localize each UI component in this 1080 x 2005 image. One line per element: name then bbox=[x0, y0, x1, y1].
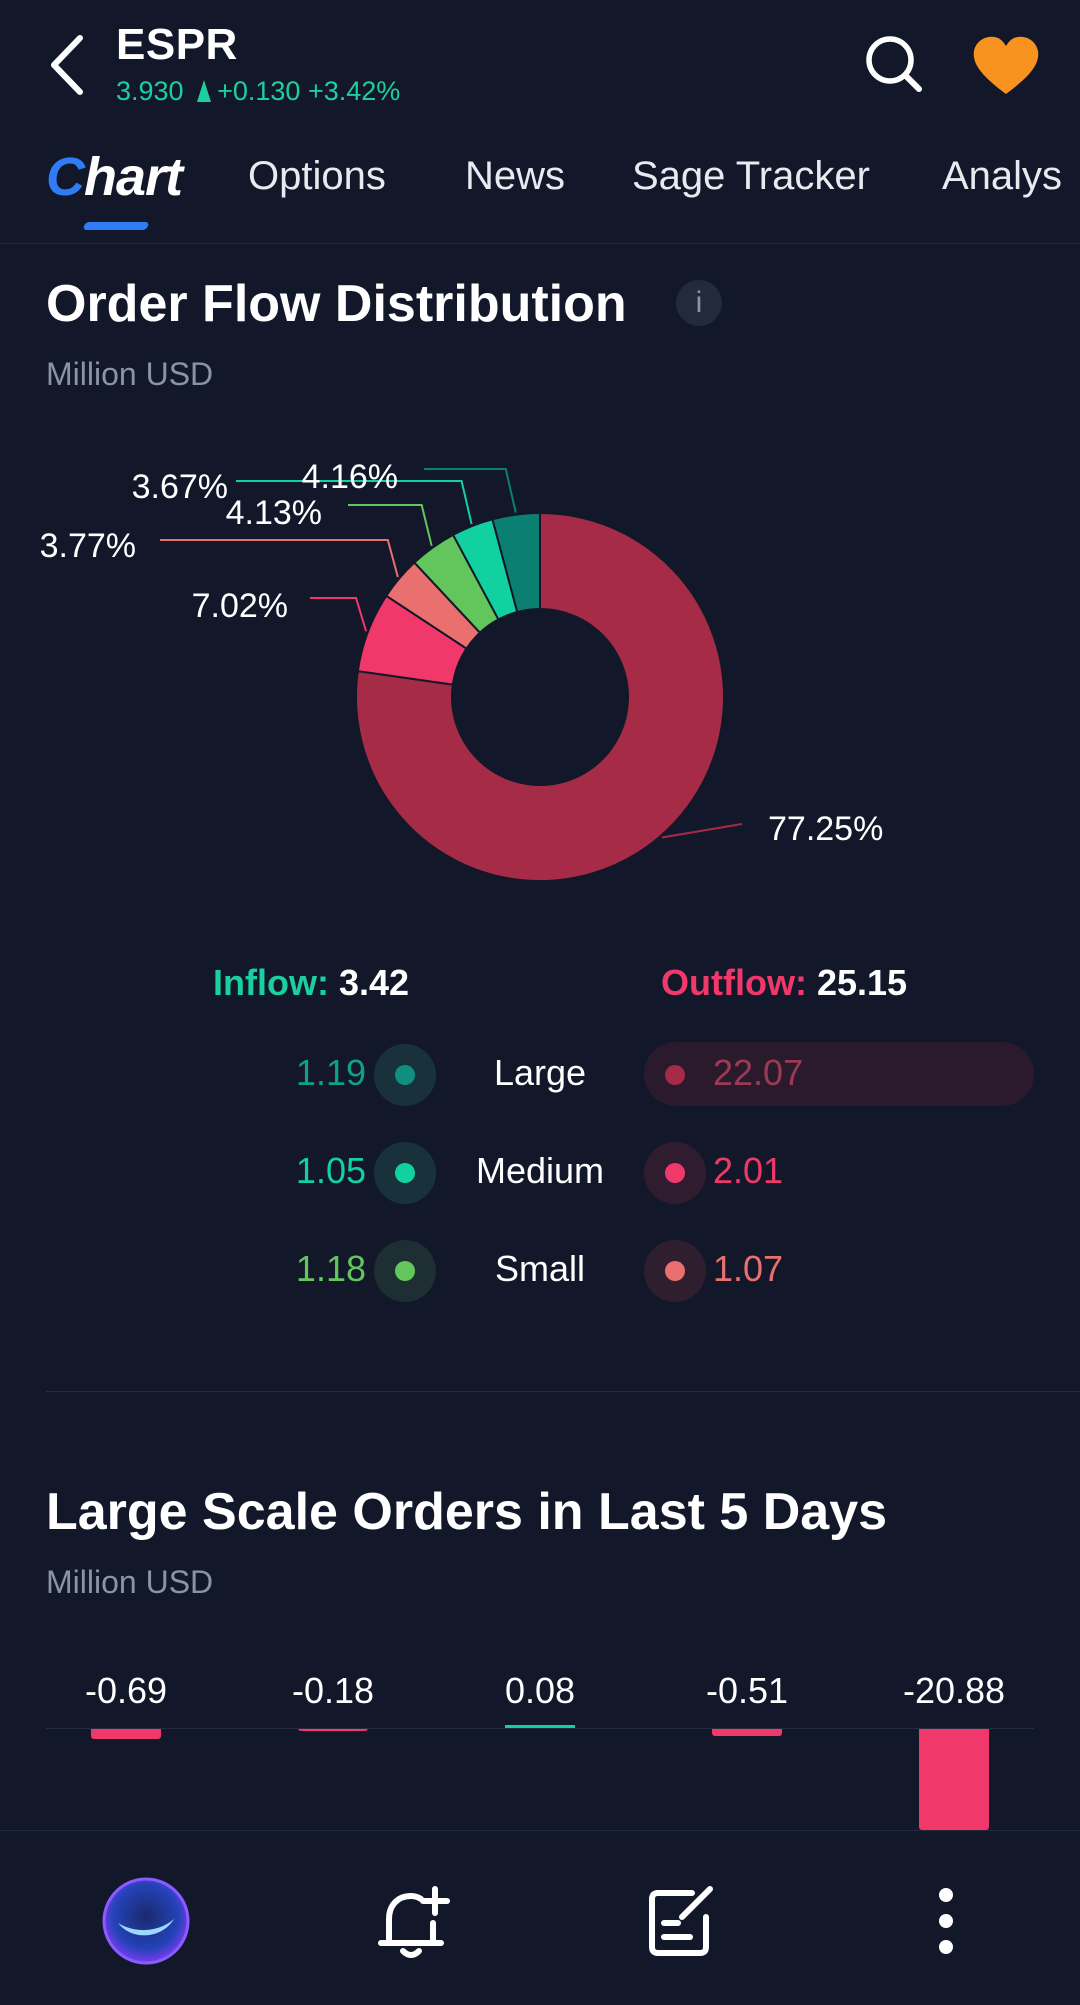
bar-value-label: 0.08 bbox=[504, 1670, 576, 1711]
donut-leader-line bbox=[424, 468, 517, 513]
tab-news[interactable]: News bbox=[465, 154, 566, 198]
medium-outflow-marker bbox=[665, 1163, 685, 1183]
bottom-navigation bbox=[0, 1830, 1080, 2005]
bar-value-label: -20.88 bbox=[902, 1670, 1006, 1711]
assistant-button[interactable] bbox=[96, 1871, 196, 1971]
inflow-total: Inflow: 3.42 bbox=[213, 962, 409, 1004]
assistant-orb-icon bbox=[102, 1877, 190, 1965]
back-button[interactable] bbox=[44, 30, 94, 100]
medium-inflow-dot bbox=[374, 1142, 436, 1204]
medium-label: Medium bbox=[475, 1150, 605, 1191]
donut-leader-line bbox=[236, 480, 473, 525]
donut-leader-line bbox=[348, 504, 433, 547]
outflow-total: Outflow: 25.15 bbox=[661, 962, 907, 1004]
large-label: Large bbox=[493, 1052, 587, 1093]
medium-outflow-dot bbox=[644, 1142, 706, 1204]
large-orders-subtitle: Million USD bbox=[46, 1564, 214, 1600]
more-button[interactable] bbox=[896, 1871, 996, 1971]
small-inflow-dot bbox=[374, 1240, 436, 1302]
favorite-button[interactable] bbox=[970, 34, 1042, 98]
price-change: +0.130 bbox=[217, 76, 301, 106]
donut-slice-label: 3.67% bbox=[132, 468, 228, 506]
medium-inflow-marker bbox=[395, 1163, 415, 1183]
donut-slice[interactable] bbox=[491, 511, 541, 614]
bar[interactable] bbox=[712, 1728, 782, 1737]
bar[interactable] bbox=[505, 1725, 575, 1728]
tab-chart-initial: C bbox=[46, 147, 85, 207]
inflow-value: 3.42 bbox=[338, 962, 410, 1003]
large-outflow-dot bbox=[644, 1044, 706, 1106]
notes-button[interactable] bbox=[630, 1871, 730, 1971]
small-outflow-marker bbox=[665, 1261, 685, 1281]
header: ESPR 3.930 +0.130 +3.42% bbox=[0, 0, 1080, 120]
inflow-label: Inflow: bbox=[213, 962, 329, 1003]
large-outflow-value: 22.07 bbox=[713, 1052, 804, 1093]
flow-row-large: 1.19 Large 22.07 bbox=[0, 1040, 1080, 1110]
donut-slice-label: 4.13% bbox=[226, 494, 322, 532]
donut-leader-line bbox=[160, 539, 399, 578]
outflow-label: Outflow: bbox=[661, 962, 807, 1003]
section-divider bbox=[46, 1391, 1080, 1392]
bar-value-label: -0.51 bbox=[705, 1670, 789, 1711]
tab-chart-label: hart bbox=[84, 147, 183, 207]
note-edit-icon bbox=[649, 1886, 713, 1956]
last-price: 3.930 bbox=[116, 76, 184, 106]
tab-analysis[interactable]: Analys bbox=[942, 154, 1063, 198]
donut-slice-label: 7.02% bbox=[192, 587, 288, 625]
small-inflow-marker bbox=[395, 1261, 415, 1281]
tab-sage-tracker[interactable]: Sage Tracker bbox=[632, 154, 870, 198]
large-inflow-dot bbox=[374, 1044, 436, 1106]
more-vertical-icon bbox=[939, 1888, 953, 1954]
large-inflow-value: 1.19 bbox=[295, 1052, 366, 1093]
large-outflow-marker bbox=[665, 1065, 685, 1085]
search-button[interactable] bbox=[862, 32, 926, 96]
order-flow-donut-chart: 77.25% 7.02% 3.77% 4.13%3.67% 4.16% bbox=[40, 458, 883, 882]
medium-outflow-value: 2.01 bbox=[713, 1150, 784, 1191]
small-label: Small bbox=[494, 1248, 586, 1289]
order-flow-title: Order Flow Distribution bbox=[46, 275, 627, 333]
bar[interactable] bbox=[919, 1728, 989, 1830]
tab-bar: Chart Options News Sage Tracker Analys bbox=[0, 140, 1080, 244]
search-icon bbox=[866, 36, 922, 92]
large-orders-title: Large Scale Orders in Last 5 Days bbox=[46, 1483, 888, 1541]
bar-value-label: -0.69 bbox=[84, 1670, 168, 1711]
price-change-percent: +3.42% bbox=[307, 76, 401, 106]
active-tab-indicator bbox=[82, 222, 150, 230]
donut-leader-line bbox=[661, 823, 743, 839]
price-line: 3.930 +0.130 +3.42% bbox=[116, 76, 400, 107]
up-arrow-icon bbox=[197, 80, 212, 102]
donut-slice-label: 3.77% bbox=[40, 527, 136, 565]
ticker-symbol: ESPR bbox=[116, 20, 238, 69]
donut-slice-label: 77.25% bbox=[768, 810, 883, 848]
tab-options[interactable]: Options bbox=[248, 154, 386, 198]
tab-chart[interactable]: Chart bbox=[46, 146, 183, 208]
info-icon[interactable]: i bbox=[676, 280, 722, 326]
medium-inflow-value: 1.05 bbox=[295, 1150, 366, 1191]
order-flow-subtitle: Million USD bbox=[46, 356, 214, 392]
donut-leader-line bbox=[310, 597, 368, 632]
bar-chart-baseline bbox=[46, 1728, 1034, 1729]
large-inflow-marker bbox=[395, 1065, 415, 1085]
small-inflow-value: 1.18 bbox=[295, 1248, 366, 1289]
donut-slice[interactable] bbox=[355, 511, 725, 882]
donut-slice-label: 4.16% bbox=[302, 458, 398, 496]
small-outflow-dot bbox=[644, 1240, 706, 1302]
bar-value-label: -0.18 bbox=[291, 1670, 375, 1711]
heart-icon bbox=[973, 36, 1039, 94]
flow-row-small: 1.18 Small 1.07 bbox=[0, 1236, 1080, 1306]
bell-plus-icon bbox=[378, 1886, 450, 1958]
flow-row-medium: 1.05 Medium 2.01 bbox=[0, 1138, 1080, 1208]
bar[interactable] bbox=[298, 1728, 368, 1731]
add-alert-button[interactable] bbox=[361, 1871, 461, 1971]
large-outflow-highlight bbox=[644, 1042, 1034, 1106]
small-outflow-value: 1.07 bbox=[713, 1248, 784, 1289]
chevron-left-icon bbox=[51, 35, 83, 95]
bar[interactable] bbox=[91, 1728, 161, 1740]
outflow-value: 25.15 bbox=[816, 962, 908, 1003]
